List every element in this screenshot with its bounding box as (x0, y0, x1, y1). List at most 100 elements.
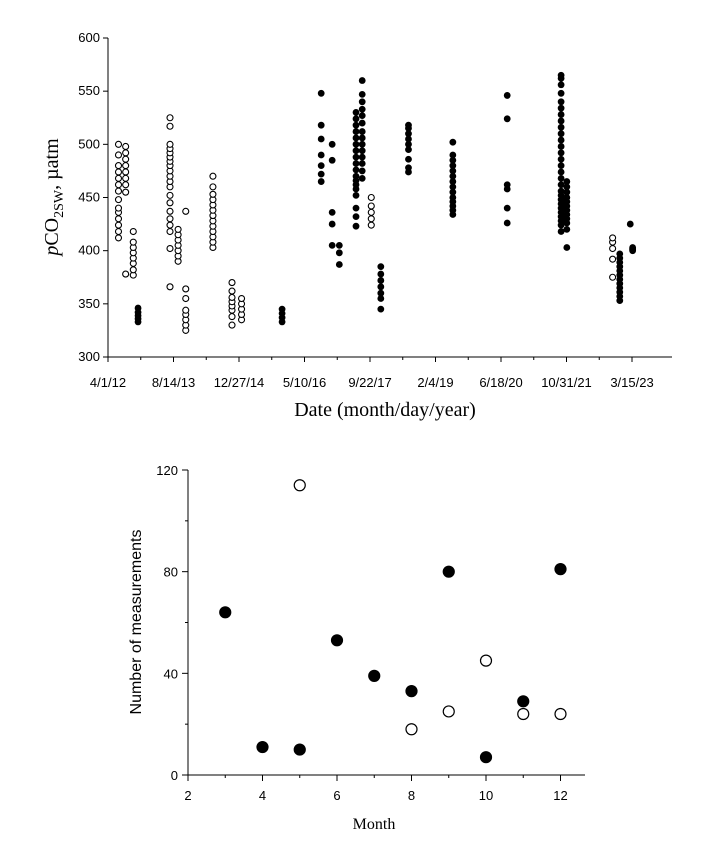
chart1-point-filled (377, 289, 385, 297)
chart1-point-open (122, 155, 130, 163)
chart1-point-open (166, 244, 174, 253)
chart2-x-tick-label: 6 (333, 788, 340, 803)
chart1-point-filled (358, 128, 366, 135)
chart1-point-filled (616, 250, 624, 258)
chart1-point-filled (557, 181, 565, 189)
chart1-point-open (609, 273, 617, 281)
chart1-y-tick-label: 300 (78, 349, 100, 364)
chart1-point-open (228, 287, 236, 295)
chart1-point-filled (352, 213, 360, 221)
chart1-point-filled (503, 181, 511, 189)
chart1-x-tick-label: 3/15/23 (610, 375, 653, 390)
chart1-point-filled (405, 155, 412, 163)
chart1-point-open (114, 174, 123, 182)
chart1-point-filled (358, 153, 366, 161)
chart2-y-tick-label: 40 (164, 666, 178, 681)
chart1-point-filled (377, 283, 385, 291)
chart1-point-filled (317, 178, 325, 185)
chart1-point-open (122, 270, 130, 278)
chart1-y-tick-label: 350 (78, 296, 100, 311)
chart1-point-open (129, 227, 137, 236)
chart1-y-tick-label: 450 (78, 190, 100, 205)
chart1-point-filled (557, 89, 565, 97)
chart1-point-open (182, 294, 190, 303)
chart1-x-tick-label: 12/27/14 (214, 375, 265, 390)
chart1-point-open (166, 221, 174, 229)
chart1-point-open (367, 221, 375, 229)
chart1-y-axis-title-sub: 2SW (52, 189, 67, 218)
chart1-point-filled (317, 151, 325, 159)
chart1-point-open (114, 196, 123, 204)
chart1-point-open (114, 181, 123, 189)
chart2-point-filled (554, 563, 567, 576)
chart1-point-open (609, 244, 617, 253)
chart1-point-filled (352, 121, 360, 129)
chart1-point-open (166, 227, 174, 236)
chart1-point-open (129, 238, 137, 246)
chart1-point-filled (503, 92, 511, 99)
chart2-points (219, 479, 567, 764)
chart1-point-filled (352, 115, 360, 123)
chart1-point-filled (358, 147, 366, 155)
chart1-point-filled (352, 191, 360, 199)
chart1-point-filled (503, 219, 511, 227)
chart1-point-filled (352, 134, 360, 142)
chart1-point-filled (358, 77, 366, 84)
chart1-point-open (122, 188, 130, 196)
chart1-point-filled (557, 117, 565, 125)
chart1-y-axis-title-italic: p (41, 246, 63, 258)
chart1-point-filled (563, 244, 571, 251)
chart2-point-filled (517, 695, 530, 708)
chart2-point-open (405, 723, 418, 736)
chart1-point-filled (563, 226, 571, 233)
chart1-point-filled (328, 220, 336, 228)
chart1-point-open (114, 162, 123, 170)
chart1-point-open (129, 266, 137, 274)
chart1-point-filled (317, 170, 325, 178)
chart1-point-open (122, 174, 130, 182)
chart1-point-filled (317, 135, 325, 143)
chart1-point-filled (449, 138, 457, 146)
chart1-point-open (182, 306, 190, 314)
chart1-point-open (609, 234, 617, 242)
chart1-point-filled (557, 111, 565, 118)
chart1-point-open (114, 221, 123, 229)
chart2-point-filled (442, 565, 455, 578)
chart1-point-filled (557, 123, 565, 131)
chart1-point-filled (557, 228, 565, 235)
chart1-point-filled (557, 187, 565, 195)
chart1-point-open (228, 279, 236, 287)
chart1-point-open (114, 151, 123, 159)
chart1-x-tick-label: 9/22/17 (348, 375, 391, 390)
chart1-point-filled (503, 204, 511, 212)
chart2-y-tick-label: 120 (156, 463, 178, 478)
chart1-point-filled (557, 98, 565, 106)
chart1-point-open (228, 313, 236, 321)
chart1-point-filled (358, 174, 366, 182)
chart2-point-filled (293, 743, 306, 756)
chart1-point-filled (629, 244, 637, 251)
chart1-point-open (122, 149, 130, 157)
chart1-point-filled (328, 208, 336, 216)
chart1-point-filled (352, 222, 360, 230)
chart1-point-filled (358, 167, 366, 175)
chart1-point-filled (352, 140, 360, 148)
chart1-point-filled (358, 98, 366, 106)
chart2-y-tick-label: 80 (164, 565, 178, 580)
chart1-point-open (114, 168, 123, 176)
chart2-point-open (517, 707, 530, 721)
chart1-point-filled (317, 89, 325, 97)
chart1-x-tick-label: 2/4/19 (417, 375, 453, 390)
chart2-point-filled (368, 669, 381, 682)
chart2-x-tick-label: 2 (184, 788, 191, 803)
chart1-point-filled (557, 71, 565, 79)
chart1-y-axis-title-main: CO (41, 218, 63, 246)
chart1-point-open (166, 215, 174, 223)
chart1-point-open (209, 172, 217, 180)
chart1-point-open (166, 122, 174, 130)
chart1-x-tick-label: 6/18/20 (479, 375, 522, 390)
chart1-point-filled (328, 241, 336, 249)
chart1-point-open (609, 255, 617, 263)
chart1-point-filled (317, 121, 325, 129)
